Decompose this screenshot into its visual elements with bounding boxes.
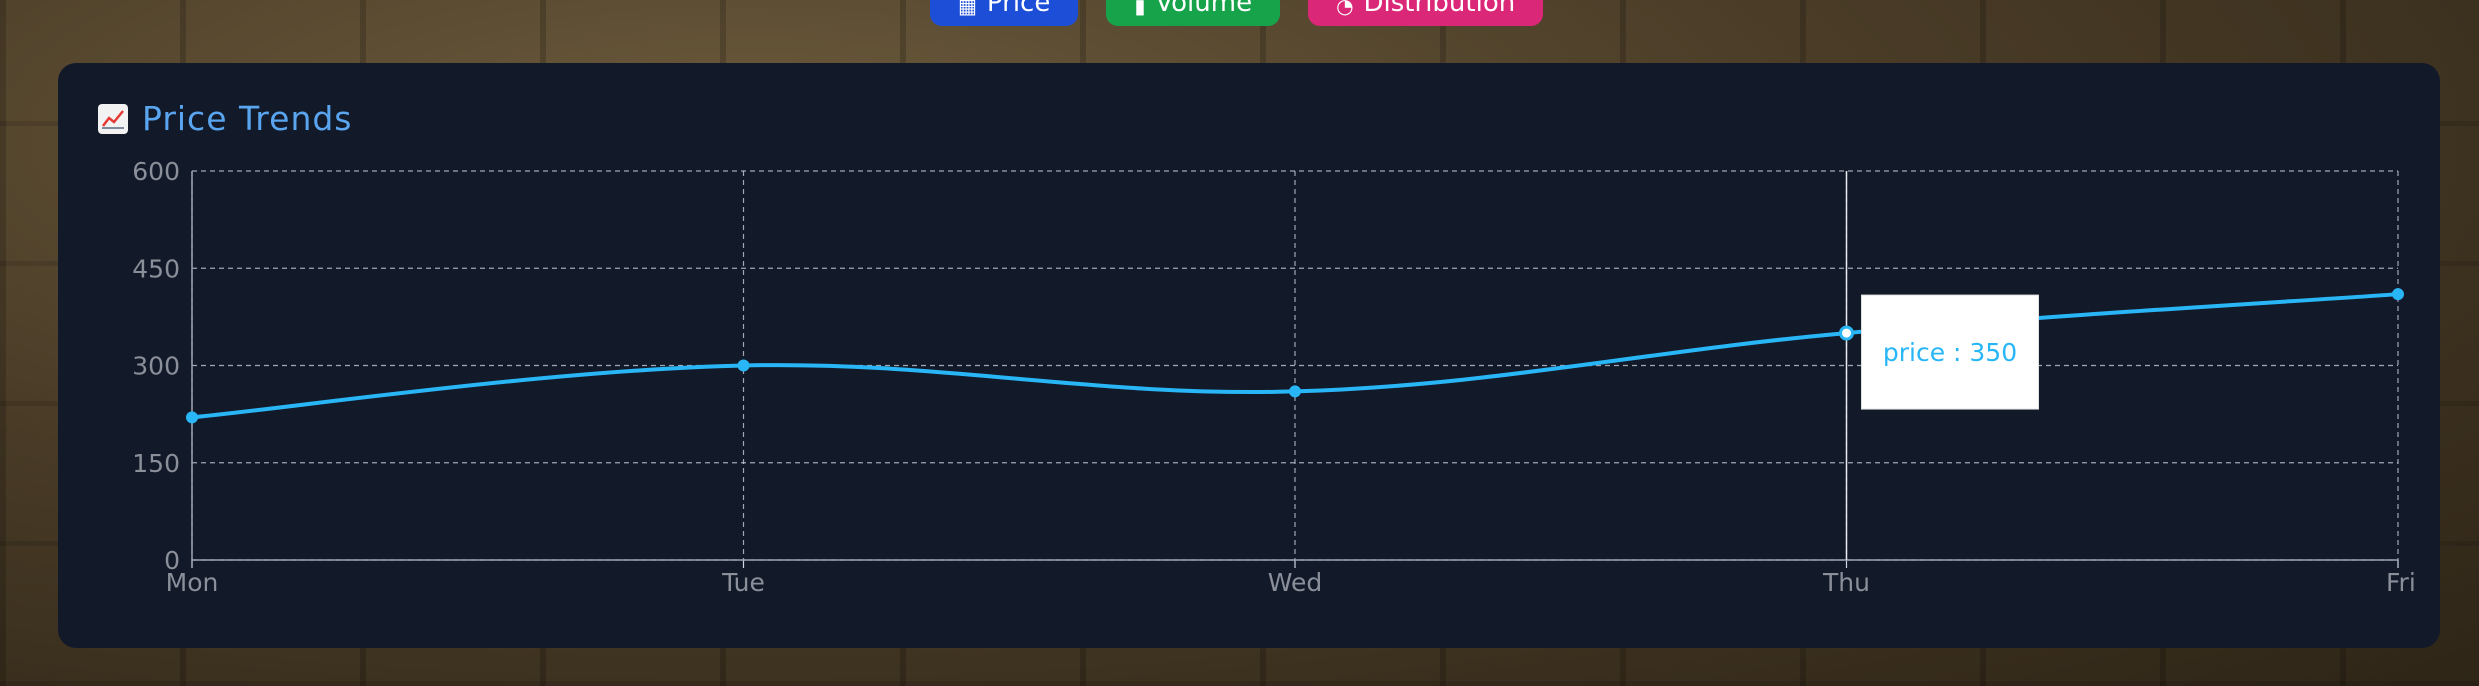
bars-icon: ▮ (1134, 0, 1146, 18)
tab-distribution[interactable]: ◔ Distribution (1308, 0, 1544, 26)
tab-price[interactable]: ▦ Price (930, 0, 1079, 26)
chart-panel: Price Trends (58, 63, 2440, 648)
x-tick-label: Mon (166, 568, 219, 597)
x-tick-label: Fri (2386, 568, 2416, 597)
x-tick-label: Wed (1268, 568, 1323, 597)
chart-title: Price Trends (142, 99, 353, 138)
y-tick-label: 600 (132, 157, 180, 186)
data-point[interactable] (1839, 325, 1854, 341)
chart-icon: ▦ (958, 0, 977, 18)
tab-volume-label: Volume (1155, 0, 1253, 18)
data-point[interactable] (1289, 385, 1301, 398)
tab-distribution-label: Distribution (1363, 0, 1516, 18)
x-tick-label: Thu (1822, 568, 1870, 597)
data-point[interactable] (2392, 288, 2404, 301)
tab-volume[interactable]: ▮ Volume (1106, 0, 1281, 26)
y-tick-label: 150 (132, 449, 180, 478)
panel-header: Price Trends (98, 99, 353, 138)
chart-tab-bar: ▦ Price ▮ Volume ◔ Distribution (930, 0, 1544, 26)
trend-chart-icon (98, 103, 128, 134)
data-point[interactable] (737, 359, 750, 372)
x-tick-label: Tue (721, 568, 765, 597)
y-tick-label: 450 (132, 254, 180, 283)
y-tick-label: 0 (164, 546, 180, 575)
data-point[interactable] (186, 411, 198, 424)
y-tick-label: 300 (132, 352, 180, 381)
tab-price-label: Price (986, 0, 1051, 18)
tooltip-label: price : 350 (1883, 338, 2017, 367)
tooltip-box (1861, 294, 2039, 410)
pie-icon: ◔ (1336, 0, 1354, 18)
